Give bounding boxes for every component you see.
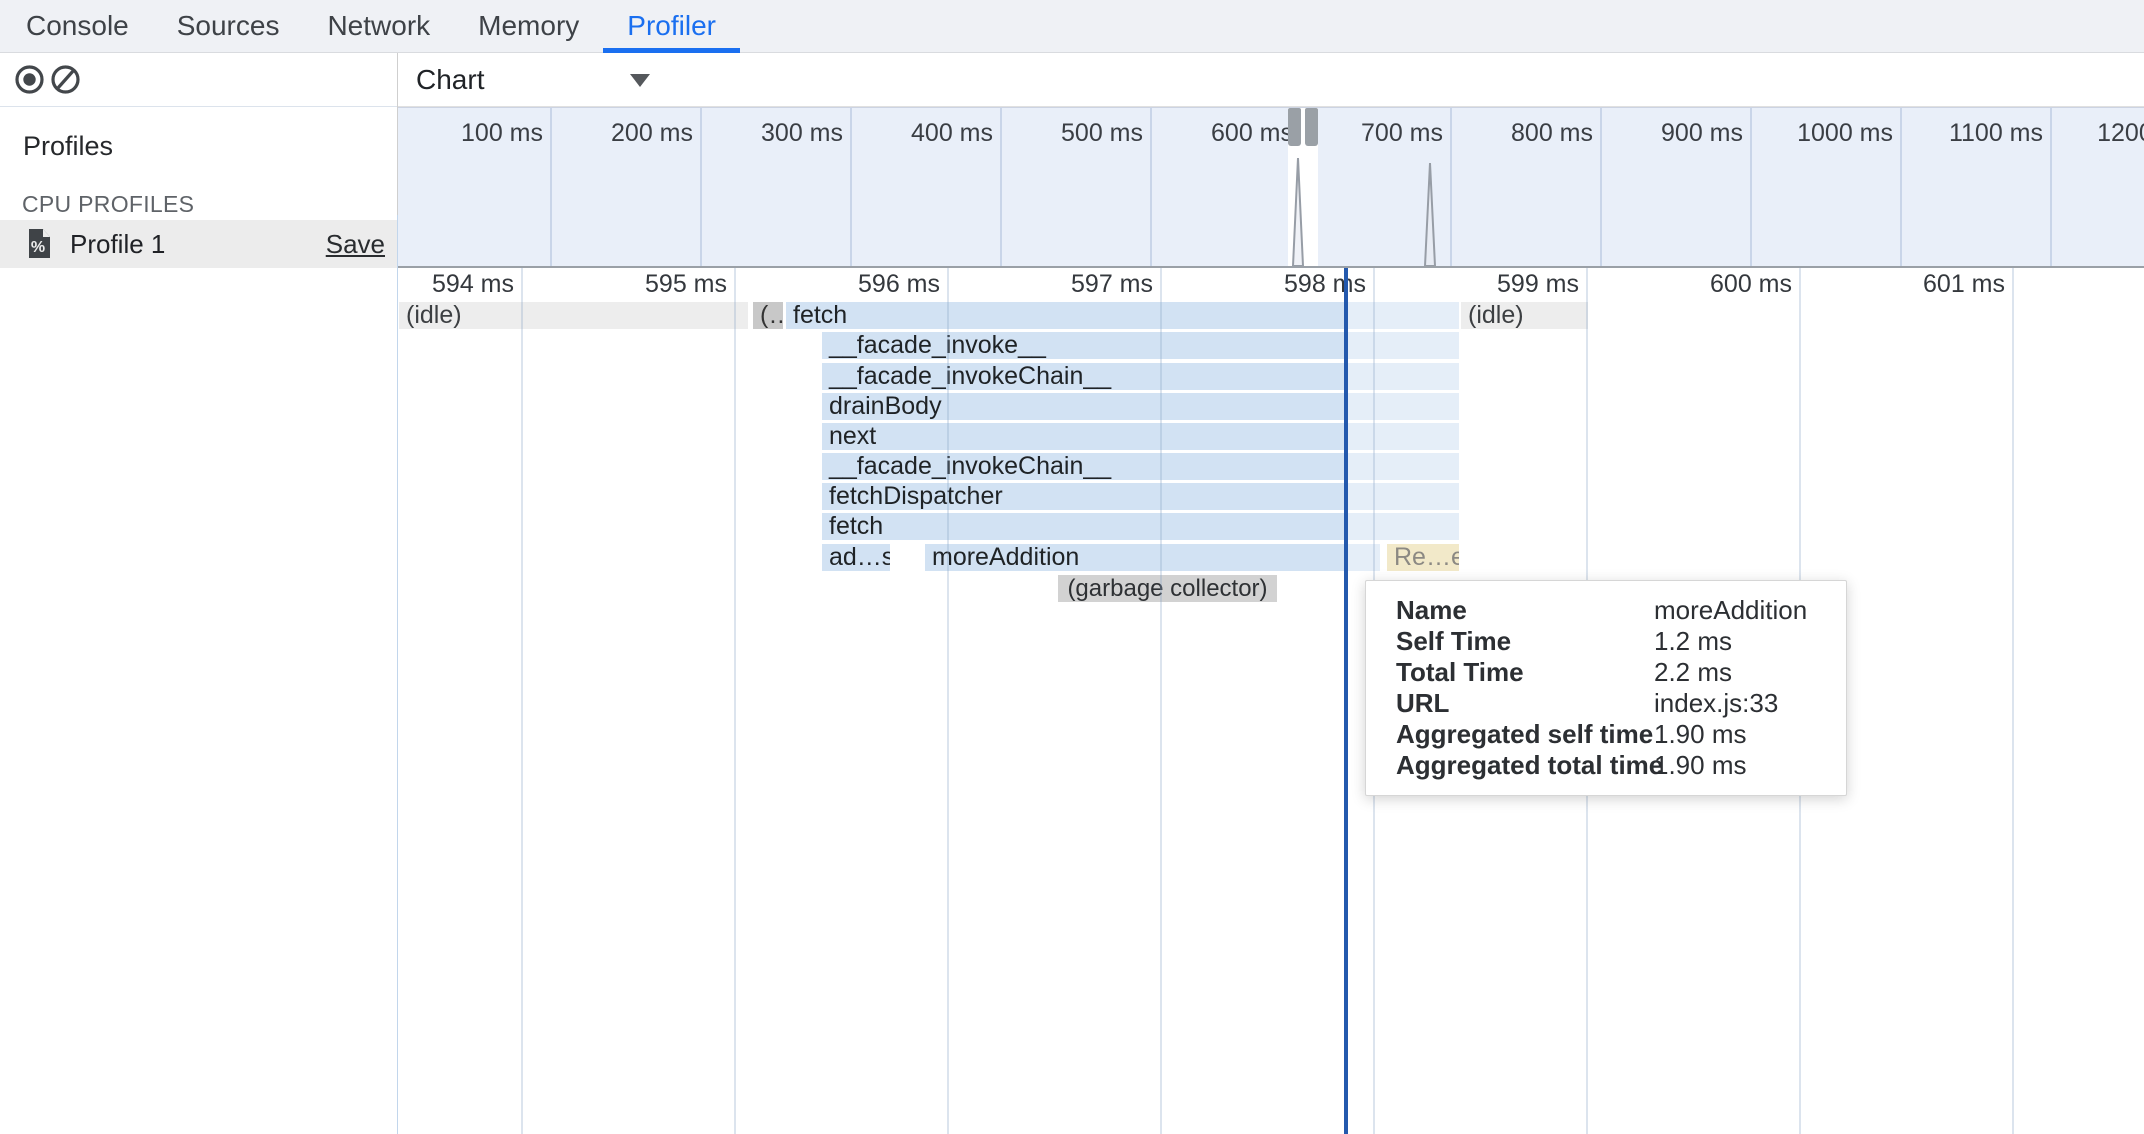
timeline-overview[interactable]: 100 ms 200 ms 300 ms 400 ms 500 ms 600 ms 700 … (398, 107, 2144, 268)
overview-tick-line (1000, 108, 1002, 266)
profiler-main-panel: Chart 100 ms 200 ms 300 ms 400 ms 500 ms 600 … (398, 53, 2144, 1134)
tab-sources[interactable]: Sources (176, 10, 280, 41)
overview-tick-line (1750, 108, 1752, 266)
detail-tick-label: 595 ms (645, 270, 727, 298)
detail-tick-label: 596 ms (858, 270, 940, 298)
detail-time-ruler: 594 ms 595 ms 596 ms 597 ms 598 ms 599 ms 600 … (398, 268, 2144, 300)
flame-bar[interactable]: __facade_invokeChain__ (822, 363, 1459, 390)
flame-bar[interactable]: __facade_invoke__ (822, 332, 1459, 359)
profile-list-item[interactable]: % Profile 1 Save (0, 220, 397, 268)
overview-tick-label: 100 ms (461, 119, 543, 147)
tab-memory[interactable]: Memory (478, 10, 580, 41)
flame-chart: (idle)(…fetch(idle)__facade_invoke____fa… (398, 300, 2144, 1134)
tooltip-value: 1.90 ms (1654, 719, 1747, 749)
flame-bar[interactable]: __facade_invokeChain__ (822, 453, 1459, 480)
svg-text:%: % (31, 239, 45, 256)
flame-bar[interactable]: Re…e (1387, 544, 1459, 571)
tooltip-value: 1.2 ms (1654, 626, 1733, 656)
overview-tick-line (550, 108, 552, 266)
flame-bar[interactable]: moreAddition (925, 544, 1380, 571)
tooltip-row: Self Time 1.2 ms (1366, 626, 1846, 657)
tooltip-label: URL (1396, 688, 1450, 718)
tooltip-row: Aggregated self time 1.90 ms (1366, 719, 1846, 750)
overview-tick-label: 800 ms (1511, 119, 1593, 147)
flame-bar[interactable]: (idle) (1461, 302, 1588, 329)
overview-tick-label: 1100 ms (1948, 119, 2043, 147)
sidebar-divider (397, 53, 398, 215)
tooltip-value: 1.90 ms (1654, 750, 1747, 780)
flame-bar[interactable]: (… (753, 302, 783, 329)
save-profile-link[interactable]: Save (325, 229, 385, 259)
tooltip-value: index.js:33 (1654, 688, 1779, 718)
overview-tick-label: 500 ms (1061, 119, 1143, 147)
sidebar-toolbar (0, 53, 397, 107)
tooltip-value: moreAddition (1654, 595, 1808, 625)
tab-bar: Console Sources Network Memory Profiler (0, 0, 2144, 53)
record-icon[interactable] (14, 64, 45, 95)
playhead-marker (1344, 268, 1348, 1134)
profile-name: Profile 1 (70, 229, 166, 259)
tab-profiler[interactable]: Profiler (603, 0, 740, 53)
tooltip-row: Total Time 2.2 ms (1366, 657, 1846, 688)
overview-tick-line (700, 108, 702, 266)
flame-bar[interactable]: (garbage collector) (1058, 575, 1277, 602)
tooltip-value: 2.2 ms (1654, 657, 1733, 687)
flame-bar[interactable]: next (822, 423, 1459, 450)
chart-view-select[interactable]: Chart (416, 64, 485, 95)
cpu-usage-spikes (1291, 157, 1437, 266)
tooltip-label: Aggregated total time (1396, 750, 1664, 780)
tab-network[interactable]: Network (327, 10, 431, 41)
overview-tick-label: 700 ms (1361, 119, 1443, 147)
tooltip-label: Aggregated self time (1396, 719, 1654, 749)
chart-toolbar: Chart (398, 53, 2144, 107)
tooltip-row: Aggregated total time 1.90 ms (1366, 750, 1846, 781)
detail-tick-label: 599 ms (1497, 270, 1579, 298)
overview-tick-line (2050, 108, 2052, 266)
tooltip-label: Total Time (1396, 657, 1524, 687)
cpu-profiles-section-label: CPU PROFILES (22, 191, 195, 217)
tab-console[interactable]: Console (26, 10, 129, 41)
overview-tick-label: 200 ms (611, 119, 693, 147)
overview-tick-line (850, 108, 852, 266)
detail-tick-label: 598 ms (1284, 270, 1366, 298)
overview-tick-line (1900, 108, 1902, 266)
detail-tick-label: 600 ms (1710, 270, 1792, 298)
chevron-down-icon[interactable] (630, 74, 650, 87)
detail-tick-label: 601 ms (1923, 270, 2005, 298)
flame-bar[interactable]: (idle) (399, 302, 748, 329)
selection-handle-right[interactable] (1305, 108, 1318, 146)
flame-bar[interactable]: fetch (786, 302, 1459, 329)
overview-tick-label: 1200 ms (2097, 119, 2144, 147)
detail-tick-label: 594 ms (432, 270, 514, 298)
overview-tick-label: 1000 ms (1797, 119, 1893, 147)
overview-tick-label: 600 ms (1211, 119, 1293, 147)
detail-tick-label: 597 ms (1071, 270, 1153, 298)
overview-tick-line (1150, 108, 1152, 266)
overview-tick-label: 400 ms (911, 119, 993, 147)
tooltip-row: URL index.js:33 (1366, 688, 1846, 719)
tooltip: Name moreAddition Self Time 1.2 ms Total Tim… (1365, 580, 1847, 796)
selection-handle-left[interactable] (1288, 108, 1301, 146)
overview-tick-label: 900 ms (1661, 119, 1743, 147)
cpu-spike (1291, 157, 1305, 266)
tooltip-row: Name moreAddition (1366, 595, 1846, 626)
overview-tick-label: 300 ms (761, 119, 843, 147)
flame-bar[interactable]: drainBody (822, 393, 1459, 420)
flame-bar[interactable]: ad…s (822, 544, 890, 571)
sidebar-divider-lower (397, 215, 398, 1134)
overview-tick-line (1600, 108, 1602, 266)
flame-bar[interactable]: fetchDispatcher (822, 483, 1459, 510)
clear-icon[interactable] (50, 64, 81, 95)
overview-tick-line (1450, 108, 1452, 266)
flame-bar[interactable]: fetch (822, 513, 1459, 540)
cpu-spike (1423, 162, 1437, 266)
tooltip-label: Self Time (1396, 626, 1512, 656)
profiles-heading: Profiles (23, 131, 114, 161)
profiles-sidebar: Profiles CPU PROFILES % Profile 1 Save (0, 53, 397, 1134)
tooltip-label: Name (1396, 595, 1467, 625)
profile-document-icon: % (27, 228, 52, 264)
